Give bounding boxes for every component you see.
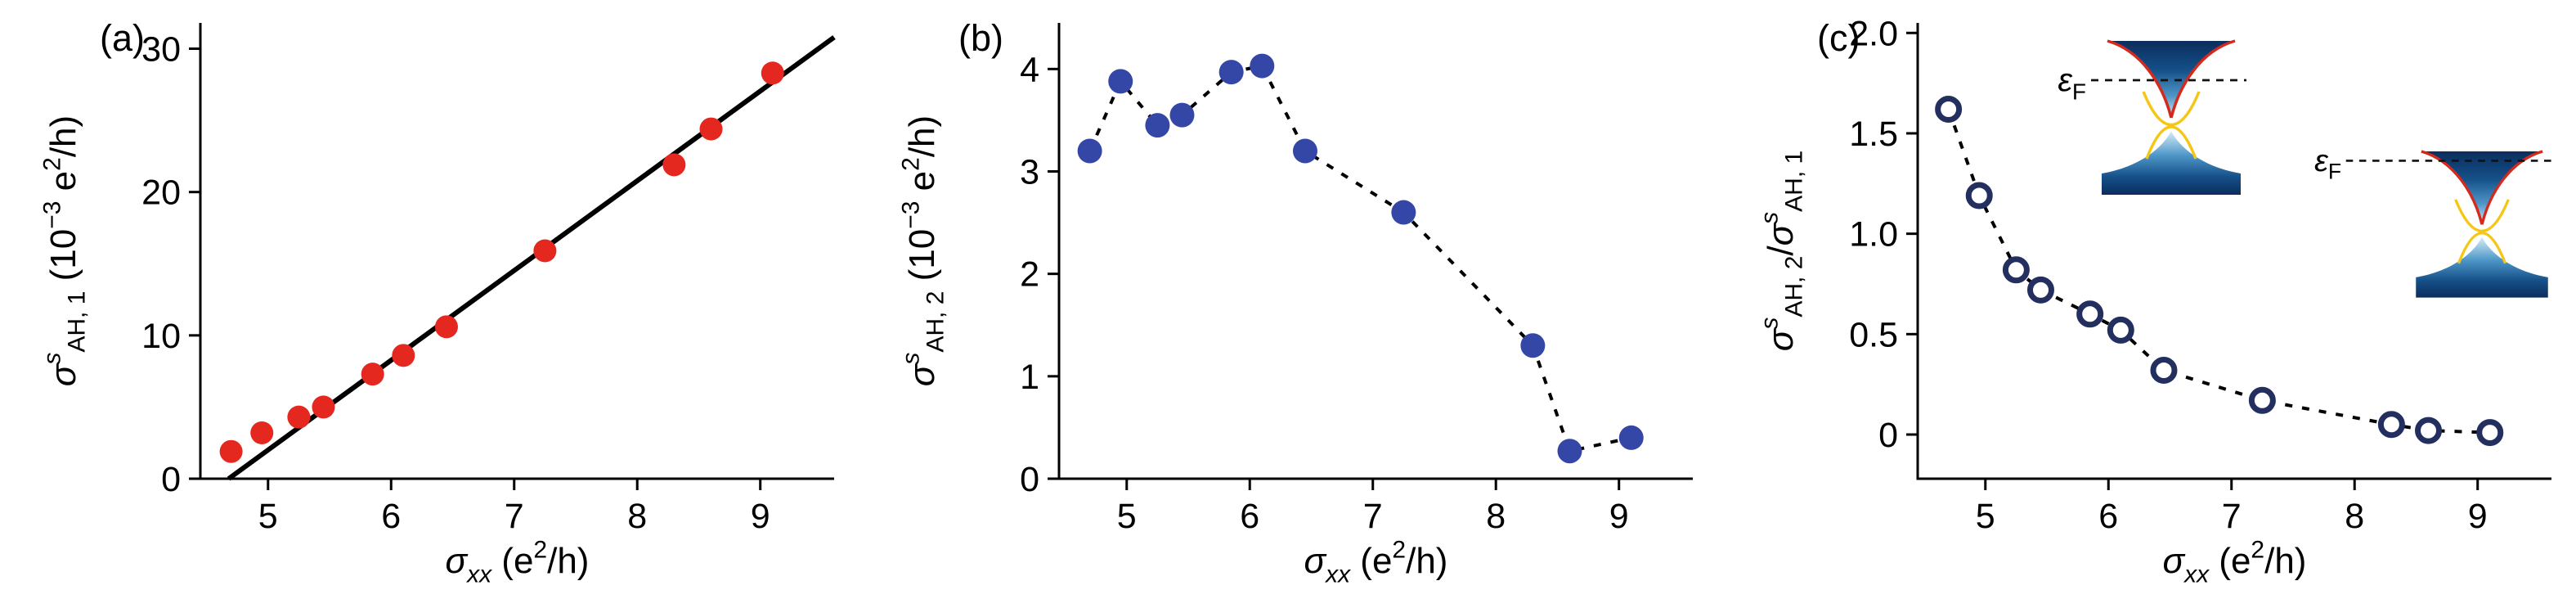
upper-band — [2107, 41, 2235, 118]
y-tick-label: 10 — [141, 317, 181, 356]
data-point — [2377, 411, 2405, 439]
edge-state-yellow — [2145, 125, 2197, 160]
y-tick-label: 1.5 — [1849, 115, 1898, 154]
data-point — [1250, 53, 1275, 79]
data-point — [1108, 69, 1133, 94]
y-tick-label: 0 — [161, 460, 181, 499]
x-tick-label: 8 — [627, 497, 647, 536]
data-point — [1965, 182, 1993, 209]
y-tick-label: 0 — [1020, 460, 1039, 499]
data-point — [761, 61, 784, 85]
x-tick-label: 7 — [2222, 497, 2242, 536]
panel-label: (a) — [100, 17, 145, 59]
y-tick-label: 3 — [1020, 152, 1039, 191]
data-point — [2076, 300, 2104, 328]
band-edge-red — [2421, 150, 2484, 225]
data-point — [1557, 439, 1582, 464]
data-point — [1145, 113, 1170, 138]
axes — [1057, 23, 1693, 480]
x-tick-label: 6 — [381, 497, 401, 536]
data-point — [2476, 419, 2504, 447]
panel-label: (b) — [958, 17, 1003, 59]
data-point — [1077, 138, 1102, 164]
x-axis-label: σxx (e2/h) — [2163, 537, 2307, 588]
band-edge-red — [2170, 39, 2236, 119]
x-tick-label: 8 — [1486, 497, 1506, 536]
data-point — [2002, 256, 2030, 284]
y-tick-label: 4 — [1020, 50, 1039, 89]
lower-band — [2102, 131, 2241, 195]
data-point — [250, 421, 274, 444]
data-point — [287, 405, 311, 429]
x-tick-label: 7 — [1363, 497, 1383, 536]
panel-a-chart: 5 6 7 8 9 0 10 20 30 σxx (e2/h) σsAH, 1 (10−3 e2/h… — [39, 17, 836, 588]
band-edge-red — [2107, 39, 2173, 119]
y-axis-label: σsAH, 2 (10−3 e2/h) — [898, 115, 949, 386]
x-tick-label: 9 — [751, 497, 770, 536]
data-point — [1391, 200, 1416, 225]
data-point — [219, 439, 243, 463]
axes — [1916, 23, 2551, 480]
edge-state-yellow — [2454, 199, 2510, 233]
panel-c: εF εF 5 6 7 8 9 0 0.5 1.0 1.5 2.0 σxx (e2/h) σsAH, 2/… — [1717, 0, 2576, 599]
x-tick-label: 9 — [2468, 497, 2488, 536]
x-axis-label: σxx (e2/h) — [446, 537, 590, 588]
data-point — [392, 344, 415, 367]
panel-b: 5 6 7 8 9 0 1 2 3 4 σxx (e2/h) σsAH, 2 (10−3 e2/h) (… — [859, 0, 1717, 599]
edge-state-yellow — [2142, 91, 2201, 127]
panel-c-chart: εF εF 5 6 7 8 9 0 0.5 1.0 1.5 2.0 σxx (e2/h) σsAH, 2/… — [1757, 14, 2552, 588]
fermi-level-label: εF — [2058, 62, 2086, 104]
data-point — [1520, 333, 1546, 358]
data-point — [2150, 356, 2178, 384]
edge-state-yellow — [2457, 232, 2507, 264]
data-point — [1169, 102, 1195, 128]
band-edge-red — [2480, 150, 2543, 225]
data-point — [2415, 417, 2443, 444]
connector-line — [1946, 108, 2490, 435]
x-tick-label: 5 — [258, 497, 278, 536]
x-tick-label: 9 — [1609, 497, 1629, 536]
y-tick-label: 1 — [1020, 358, 1039, 397]
fermi-level-label: εF — [2314, 144, 2341, 184]
x-tick-label: 6 — [2098, 497, 2118, 536]
panel-b-chart: 5 6 7 8 9 0 1 2 3 4 σxx (e2/h) σsAH, 2 (10−3 e2/h) (… — [898, 17, 1693, 588]
data-point — [312, 395, 335, 419]
y-axis-label: σsAH, 1 (10−3 e2/h) — [39, 115, 91, 386]
data-point — [1218, 60, 1244, 85]
panel-a: 5 6 7 8 9 0 10 20 30 σxx (e2/h) σsAH, 1 (10−3 e2/h… — [0, 0, 859, 599]
upper-band — [2421, 151, 2543, 225]
lower-band — [2416, 236, 2548, 298]
panel-label: (c) — [1817, 17, 1860, 59]
connector-line — [1088, 64, 1632, 453]
data-point — [662, 153, 686, 177]
y-tick-label: 2 — [1020, 255, 1039, 295]
band-structure-inset: εF — [2314, 144, 2552, 298]
data-point — [1292, 138, 1317, 164]
y-tick-label: 30 — [141, 30, 181, 70]
x-tick-label: 8 — [2345, 497, 2364, 536]
data-point — [434, 315, 458, 339]
y-tick-label: 0.5 — [1849, 315, 1898, 354]
band-structure-inset: εF — [2058, 39, 2246, 195]
data-point — [2248, 386, 2276, 414]
data-point — [2026, 276, 2054, 304]
data-point — [1618, 425, 1644, 450]
x-axis-label: σxx (e2/h) — [1304, 537, 1448, 588]
data-point — [699, 117, 723, 141]
data-point — [533, 239, 557, 263]
y-tick-label: 1.0 — [1849, 215, 1898, 254]
x-tick-label: 5 — [1976, 497, 1995, 536]
data-point — [2107, 316, 2134, 344]
x-tick-label: 6 — [1240, 497, 1259, 536]
y-tick-label: 20 — [141, 173, 181, 213]
x-tick-label: 5 — [1117, 497, 1137, 536]
y-axis-label: σsAH, 2/σsAH, 1 — [1757, 151, 1808, 351]
data-point — [1935, 96, 1963, 124]
data-point — [361, 363, 384, 386]
x-tick-label: 7 — [505, 497, 524, 536]
y-tick-label: 2.0 — [1849, 14, 1898, 53]
y-tick-label: 0 — [1878, 416, 1898, 455]
